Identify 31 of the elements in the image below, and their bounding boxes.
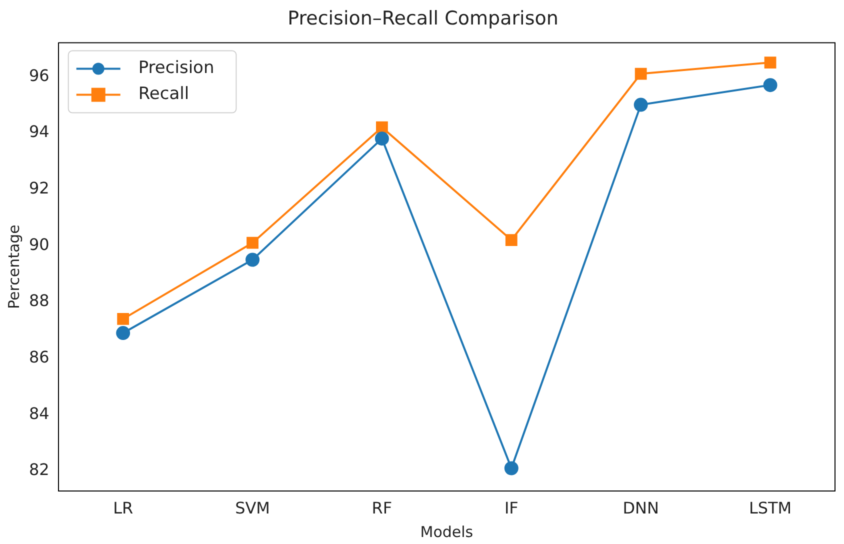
y-tick-label: 88: [29, 291, 50, 310]
x-tick-label: LR: [113, 498, 134, 518]
y-tick-label: 96: [29, 66, 50, 85]
point: [117, 312, 130, 325]
x-tick-label: SVM: [235, 498, 270, 518]
x-axis-title: Models: [420, 522, 474, 541]
y-tick-label: 94: [29, 122, 50, 142]
x-tick-label: DNN: [622, 498, 659, 518]
y-tick-label: 82: [29, 460, 50, 480]
y-tick-label: 92: [29, 178, 50, 198]
point: [763, 78, 778, 92]
legend-label: Precision: [138, 58, 214, 78]
point: [504, 461, 518, 476]
x-tick-label: LSTM: [748, 498, 792, 518]
point: [634, 98, 648, 112]
point: [376, 121, 388, 134]
point: [764, 56, 776, 68]
x-tick-label: IF: [504, 498, 518, 518]
y-tick-label: 90: [29, 234, 50, 254]
point: [246, 236, 258, 249]
legend-label: Recall: [138, 84, 190, 104]
point: [374, 132, 389, 146]
y-axis-title: Percentage: [4, 224, 23, 309]
point: [634, 68, 647, 80]
y-tick-label: 86: [29, 348, 50, 367]
point: [246, 252, 260, 267]
chart-title: Precision–Recall Comparison: [288, 7, 558, 30]
x-tick-label: RF: [372, 498, 392, 518]
y-tick-label: 84: [29, 404, 50, 423]
point: [116, 326, 130, 340]
point: [505, 234, 518, 246]
